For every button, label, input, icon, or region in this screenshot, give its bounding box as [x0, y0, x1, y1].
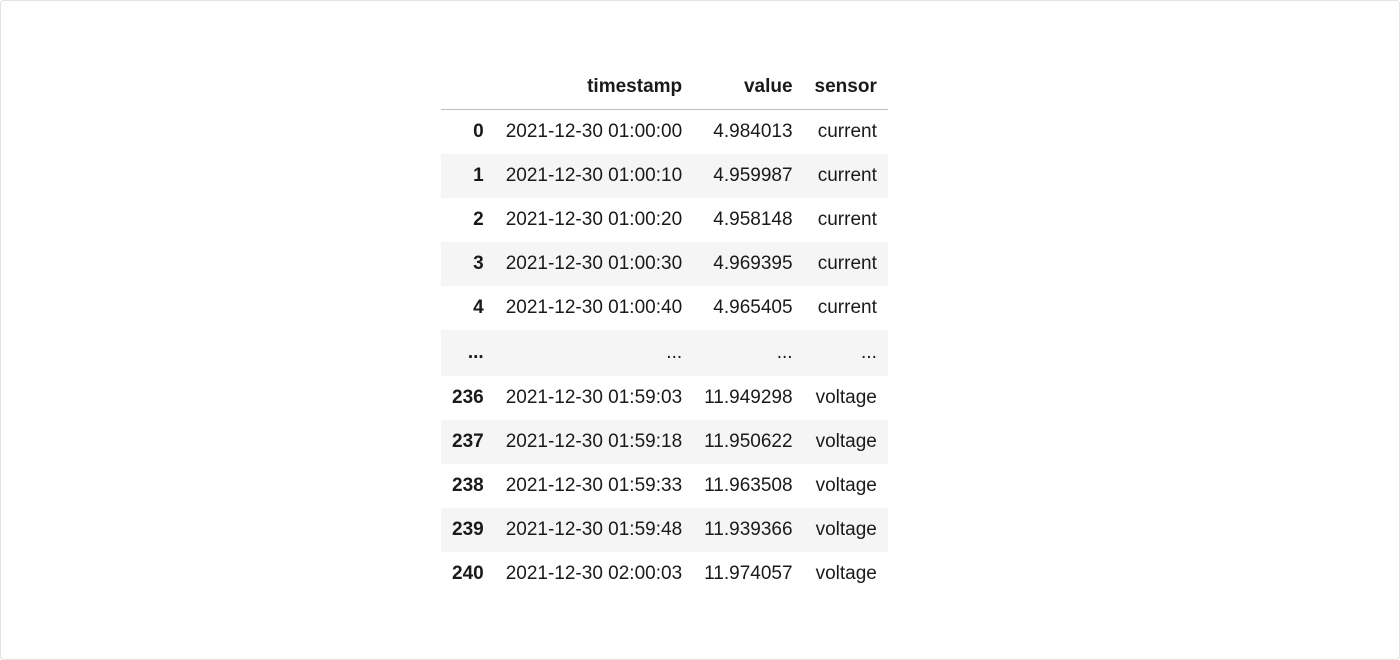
cell-value: 11.950622 [704, 431, 793, 452]
cell-timestamp: 2021-12-30 01:00:00 [505, 121, 683, 142]
cell-timestamp: 2021-12-30 01:00:30 [505, 253, 683, 274]
dataframe-table: timestamp value sensor 0 2021-12-30 01:0… [441, 65, 888, 596]
row-index: 238 [452, 475, 484, 496]
cell-sensor: current [817, 165, 877, 186]
row-index: 4 [473, 297, 484, 318]
row-index: 3 [473, 253, 484, 274]
table-row: 4 2021-12-30 01:00:40 4.965405 current [441, 286, 888, 330]
table-row: 2 2021-12-30 01:00:20 4.958148 current [441, 198, 888, 242]
cell-sensor: current [817, 253, 877, 274]
cell-value: 4.958148 [713, 209, 793, 230]
cell-value: ... [776, 342, 793, 363]
cell-timestamp: 2021-12-30 01:00:40 [505, 297, 683, 318]
cell-value: 4.959987 [713, 165, 793, 186]
cell-value: 11.974057 [704, 563, 793, 584]
cell-sensor: current [817, 297, 877, 318]
row-index: 236 [452, 387, 484, 408]
cell-sensor: voltage [815, 475, 877, 496]
cell-timestamp: ... [666, 342, 683, 363]
cell-sensor: voltage [815, 563, 877, 584]
column-header-value: value [693, 65, 804, 110]
table-row: 240 2021-12-30 02:00:03 11.974057 voltag… [441, 552, 888, 596]
row-index: 237 [452, 431, 484, 452]
cell-value: 4.965405 [713, 297, 793, 318]
cell-timestamp: 2021-12-30 01:59:18 [505, 431, 683, 452]
cell-sensor: current [817, 209, 877, 230]
table-body: 0 2021-12-30 01:00:00 4.984013 current 1… [441, 109, 888, 596]
cell-sensor: voltage [815, 431, 877, 452]
cell-sensor: current [817, 121, 877, 142]
ellipsis-row: ... ... ... ... [441, 330, 888, 376]
cell-timestamp: 2021-12-30 01:59:03 [505, 387, 683, 408]
row-index: 2 [473, 209, 484, 230]
row-index: 239 [452, 519, 484, 540]
cell-value: 11.939366 [704, 519, 793, 540]
column-header-sensor: sensor [803, 65, 888, 110]
column-header-timestamp: timestamp [494, 65, 694, 110]
row-index: ... [467, 342, 484, 363]
table-row: 1 2021-12-30 01:00:10 4.959987 current [441, 154, 888, 198]
header-row: timestamp value sensor [441, 65, 888, 110]
cell-timestamp: 2021-12-30 02:00:03 [505, 563, 683, 584]
table-header: timestamp value sensor [441, 65, 888, 110]
table-row: 0 2021-12-30 01:00:00 4.984013 current [441, 109, 888, 154]
cell-timestamp: 2021-12-30 01:00:10 [505, 165, 683, 186]
cell-timestamp: 2021-12-30 01:00:20 [505, 209, 683, 230]
table-row: 236 2021-12-30 01:59:03 11.949298 voltag… [441, 376, 888, 420]
table-row: 239 2021-12-30 01:59:48 11.939366 voltag… [441, 508, 888, 552]
cell-sensor: ... [861, 342, 877, 363]
cell-value: 4.984013 [713, 121, 793, 142]
cell-sensor: voltage [815, 519, 877, 540]
cell-value: 4.969395 [713, 253, 793, 274]
cell-value: 11.963508 [704, 475, 793, 496]
cell-sensor: voltage [815, 387, 877, 408]
table-row: 237 2021-12-30 01:59:18 11.950622 voltag… [441, 420, 888, 464]
cell-value: 11.949298 [704, 387, 793, 408]
row-index: 0 [473, 121, 484, 142]
table-row: 3 2021-12-30 01:00:30 4.969395 current [441, 242, 888, 286]
row-index: 240 [452, 563, 484, 584]
index-header [441, 65, 495, 110]
table-row: 238 2021-12-30 01:59:33 11.963508 voltag… [441, 464, 888, 508]
row-index: 1 [473, 165, 484, 186]
cell-timestamp: 2021-12-30 01:59:33 [505, 475, 683, 496]
cell-timestamp: 2021-12-30 01:59:48 [505, 519, 683, 540]
